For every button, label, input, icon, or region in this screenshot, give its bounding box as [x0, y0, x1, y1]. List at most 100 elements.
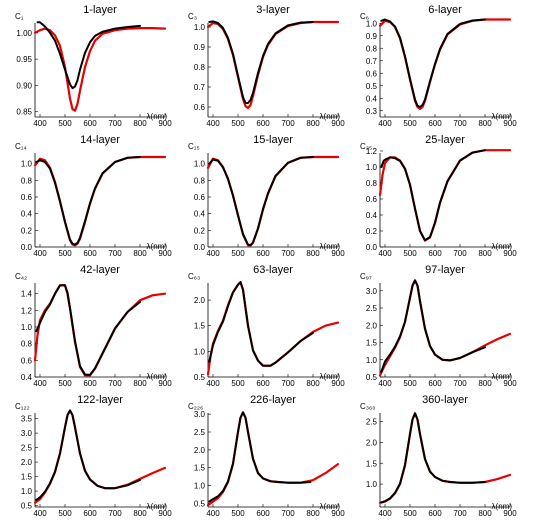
y-tick-label: 1.00: [16, 29, 32, 38]
panel-title: 3-layer: [256, 4, 290, 16]
y-tick-label: 0.3: [366, 107, 378, 116]
x-tick-label: 400: [33, 379, 47, 388]
x-axis-label: λ(nm): [320, 502, 341, 511]
y-tick-label: 0.90: [16, 81, 32, 90]
y-axis-label: C₃₆₀: [360, 402, 376, 411]
x-tick-label: 800: [478, 379, 492, 388]
x-tick-label: 500: [58, 379, 72, 388]
black-series-line: [380, 279, 486, 373]
y-tick-label: 0.4: [21, 210, 33, 219]
panel-title: 25-layer: [425, 134, 465, 146]
black-series-line: [35, 409, 141, 501]
x-tick-label: 500: [231, 379, 245, 388]
panel-title: 97-layer: [425, 264, 465, 276]
x-tick-label: 900: [331, 249, 345, 258]
y-tick-label: 0.6: [21, 193, 33, 202]
x-tick-label: 800: [478, 119, 492, 128]
y-tick-label: 1.2: [21, 306, 33, 315]
y-tick-label: 1.0: [21, 160, 33, 169]
x-tick-label: 500: [403, 249, 417, 258]
x-tick-label: 900: [331, 509, 345, 518]
red-series-line: [378, 412, 512, 504]
y-tick-label: 1.0: [21, 487, 33, 496]
x-tick-label: 900: [503, 509, 517, 518]
y-tick-label: 1.5: [21, 473, 33, 482]
y-axis-label: C₉₇: [360, 272, 372, 281]
x-tick-label: 500: [403, 379, 417, 388]
y-tick-label: 0.0: [366, 243, 378, 252]
black-series-line: [35, 284, 141, 376]
y-tick-label: 0.6: [366, 69, 378, 78]
x-tick-label: 800: [306, 119, 320, 128]
y-tick-label: 2.5: [366, 418, 378, 427]
x-tick-label: 700: [453, 119, 467, 128]
y-tick-label: 0.8: [194, 176, 206, 185]
y-tick-label: 1.5: [194, 322, 206, 331]
y-tick-label: 0.9: [194, 43, 206, 52]
red-series-line: [378, 18, 512, 110]
y-tick-label: 0.0: [21, 243, 33, 252]
x-tick-label: 400: [378, 509, 392, 518]
x-tick-label: 400: [378, 249, 392, 258]
x-tick-label: 600: [83, 509, 97, 518]
y-tick-label: 0.6: [194, 193, 206, 202]
red-series-line: [33, 409, 167, 504]
y-tick-label: 0.8: [366, 179, 378, 188]
black-series-line: [380, 18, 486, 108]
panel-title: 6-layer: [428, 4, 462, 16]
x-tick-label: 500: [58, 119, 72, 128]
x-tick-label: 500: [403, 509, 417, 518]
red-series-line: [33, 27, 167, 112]
y-tick-label: 0.4: [366, 94, 378, 103]
y-tick-label: 0.85: [16, 108, 32, 117]
x-tick-label: 400: [206, 509, 220, 518]
red-series-line: [33, 155, 167, 247]
y-tick-label: 0.5: [366, 82, 378, 91]
y-tick-label: 3.5: [21, 415, 33, 424]
y-tick-label: 0.95: [16, 55, 32, 64]
x-tick-label: 800: [306, 509, 320, 518]
x-tick-label: 600: [428, 509, 442, 518]
y-tick-label: 1.0: [194, 23, 206, 32]
x-axis-label: λ(nm): [492, 112, 513, 121]
black-series-line: [208, 20, 314, 104]
x-axis-label: λ(nm): [320, 372, 341, 381]
x-tick-label: 900: [503, 249, 517, 258]
y-tick-label: 0.5: [194, 499, 206, 508]
y-tick-label: 0.2: [21, 226, 33, 235]
y-tick-label: 0.4: [194, 210, 206, 219]
y-axis-label: C₁₅: [188, 142, 200, 151]
y-tick-label: 3.0: [366, 287, 378, 296]
x-tick-label: 900: [331, 119, 345, 128]
y-tick-label: 0.9: [366, 32, 378, 41]
x-tick-label: 700: [108, 249, 122, 258]
y-tick-label: 1.0: [366, 356, 378, 365]
y-tick-label: 1.5: [194, 464, 206, 473]
x-tick-label: 800: [306, 379, 320, 388]
x-tick-label: 500: [58, 249, 72, 258]
y-tick-label: 0.4: [21, 373, 33, 382]
x-tick-label: 900: [158, 249, 172, 258]
y-axis-label: C₁₂₂: [15, 402, 30, 411]
x-tick-label: 800: [306, 249, 320, 258]
x-tick-label: 900: [158, 119, 172, 128]
y-tick-label: 0.8: [366, 44, 378, 53]
y-axis-label: C₁: [15, 12, 24, 21]
x-tick-label: 400: [33, 509, 47, 518]
x-tick-label: 800: [133, 509, 147, 518]
y-tick-label: 0.7: [366, 57, 378, 66]
y-tick-label: 1.0: [194, 160, 206, 169]
x-axis-label: λ(nm): [320, 242, 341, 251]
panel-title: 14-layer: [80, 134, 120, 146]
x-tick-label: 600: [256, 509, 270, 518]
x-tick-label: 400: [378, 379, 392, 388]
y-tick-label: 1.0: [21, 323, 33, 332]
x-tick-label: 800: [133, 249, 147, 258]
